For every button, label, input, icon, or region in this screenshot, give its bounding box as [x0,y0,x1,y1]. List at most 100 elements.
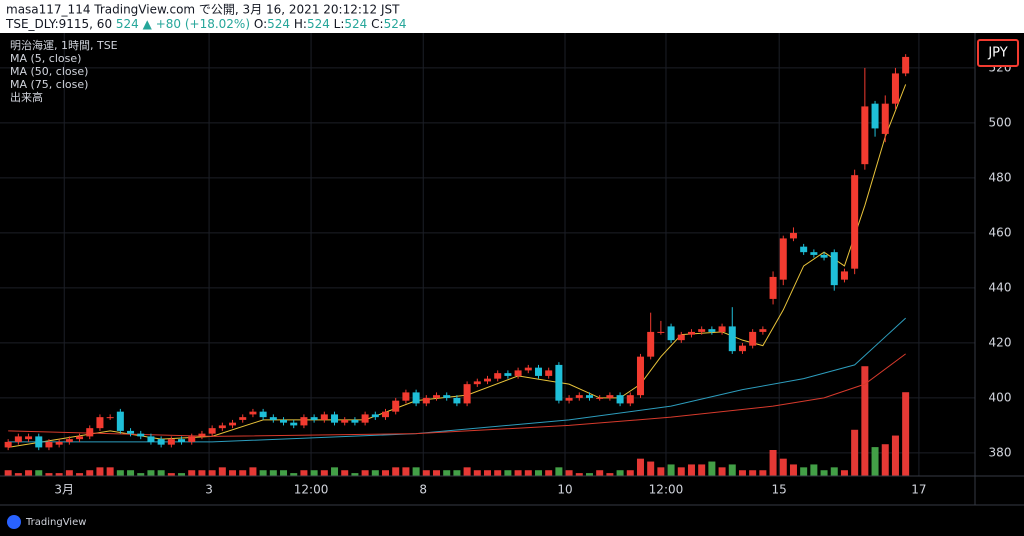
volume-bar [412,467,420,476]
arrow: ▲ [143,17,153,31]
y-tick-label: 440 [989,280,1012,294]
volume-bar [626,470,634,476]
candle-body [65,439,73,442]
ohlc-value: 524 [307,17,330,31]
volume-bar [443,470,451,476]
currency-box[interactable] [977,39,1019,67]
volume-bar [677,467,685,476]
volume-bar [137,473,145,476]
candle-body [636,356,644,396]
candle-body [361,414,369,423]
x-tick-label: 3月 [54,483,74,497]
volume-bar [382,470,390,476]
volume-bar [718,467,726,476]
volume-bar [585,473,593,476]
volume-bar [25,470,33,476]
candle-body [86,428,94,437]
candle-body [718,326,726,332]
candle-body [902,56,910,74]
candle-body [647,331,655,357]
volume-bar [392,467,400,476]
ohlc-value: 524 [267,17,290,31]
volume-bar [361,470,369,476]
volume-bar [534,470,542,476]
volume-bar [861,366,869,476]
y-tick-label: 500 [989,115,1012,129]
legend-entry: MA (75, close) [10,78,88,91]
volume-bar [687,464,695,476]
header-quote: TSE_DLY:9115, 60 524 ▲ +80 (+18.02%) O:5… [5,17,406,31]
candle-body [738,345,746,352]
candle-body [422,397,430,404]
candle-body [25,436,33,440]
candle-body [341,419,349,423]
candle-body [300,417,308,426]
ohlc-value: 524 [344,17,367,31]
candle-body [759,329,767,332]
volume-bar [351,473,359,476]
volume-bar [871,447,879,476]
candle-body [769,276,777,299]
volume-bar [249,467,257,476]
candle-body [800,246,808,253]
volume-bar [239,470,247,476]
candle-body [585,395,593,398]
candle-body [565,397,573,401]
volume-bar [259,470,267,476]
volume-bar [840,470,848,476]
candle-body [137,433,145,437]
candle-body [514,370,522,376]
candle-body [198,433,206,437]
volume-bar [555,467,563,476]
candle-body [779,238,787,280]
candle-body [657,331,665,333]
volume-bar [484,470,491,476]
candle-body [188,436,196,442]
volume-bar [35,470,43,476]
volume-bar [402,467,410,476]
x-tick-label: 12:00 [294,483,329,497]
candle-body [443,395,451,398]
candle-body [178,439,186,442]
candle-body [616,395,624,404]
candle-body [494,373,502,379]
candle-body [484,378,491,382]
x-tick-label: 10 [557,483,572,497]
volume-bar [545,470,553,476]
volume-bar [749,470,757,476]
volume-bar [14,473,22,476]
candle-body [269,417,277,420]
candle-body [392,400,400,412]
candle-body [310,417,318,420]
legend-entry: MA (5, close) [10,52,81,65]
candle-body [382,411,390,418]
volume-bar [157,470,165,476]
candle-body [259,411,267,418]
candle-body [402,392,410,401]
candle-body [55,441,63,445]
x-tick-label: 15 [772,483,787,497]
candle-body [45,441,53,448]
volume-bar [575,473,583,476]
candle-body [106,417,114,419]
candle-body [789,232,797,239]
volume-bar [881,444,889,476]
volume-bar [371,470,379,476]
x-tick-label: 12:00 [649,483,684,497]
volume-bar [96,467,104,476]
volume-bar [820,470,828,476]
candle-body [239,417,247,420]
currency[interactable]: JPY [987,46,1007,61]
candle-body [606,395,614,398]
volume-bar [494,470,502,476]
y-tick-label: 480 [989,170,1012,184]
candle-body [534,367,542,376]
volume-bar [218,467,226,476]
volume-bar [433,470,441,476]
candle-body [433,395,441,398]
candle-body [687,331,695,335]
volume-bar [198,470,206,476]
volume-bar [4,470,12,476]
volume-bar [830,467,838,476]
candle-body [698,329,706,332]
